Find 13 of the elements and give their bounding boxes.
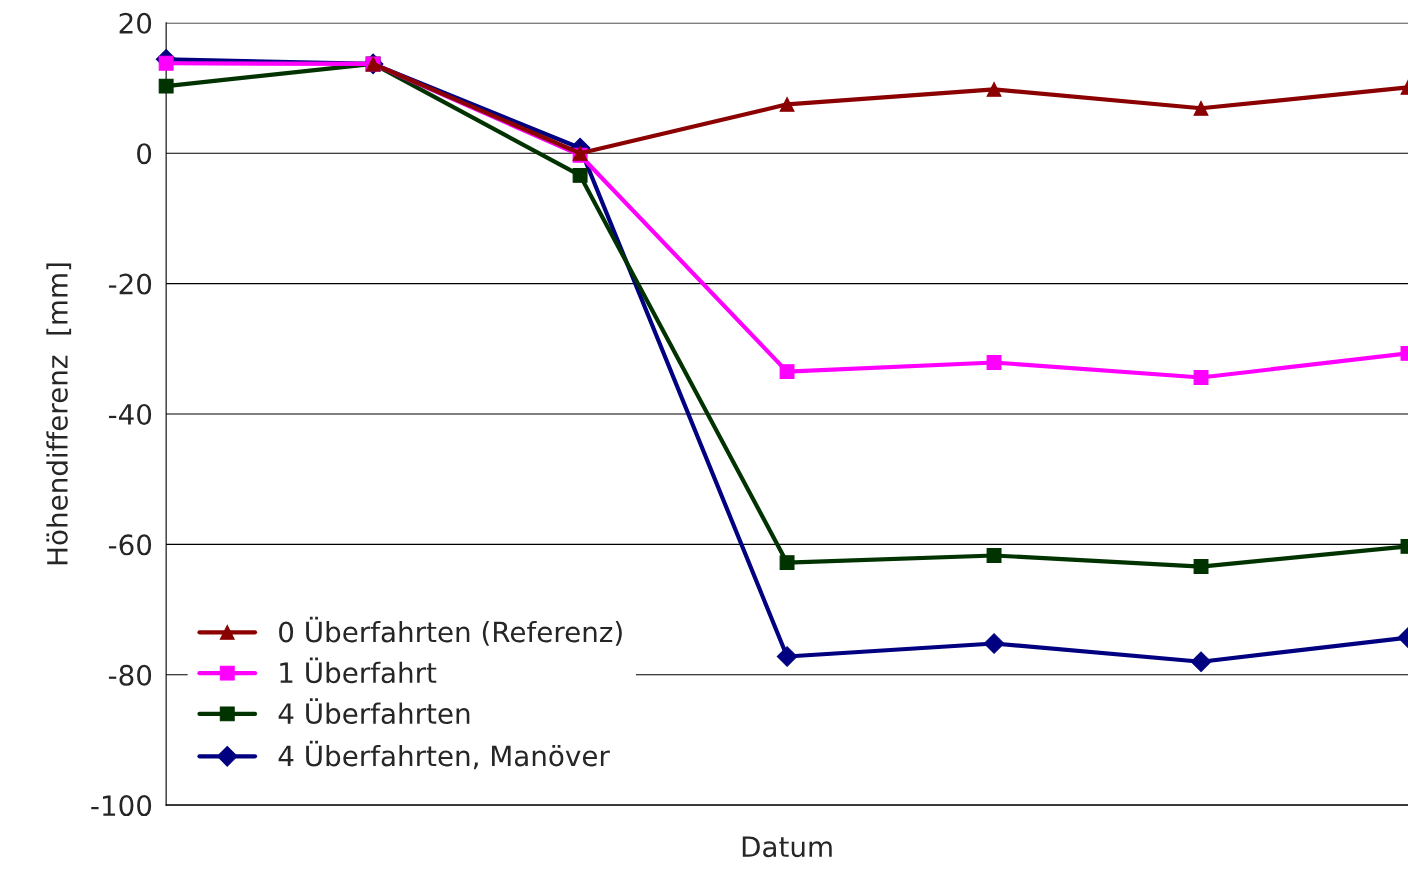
legend-label: 4 Überfahrten, Manöver bbox=[278, 740, 610, 770]
y-tick-label: -100 bbox=[91, 795, 152, 817]
legend-label: 1 Überfahrt bbox=[280, 657, 437, 684]
legend-label: 0 Überfahrten (Referenz) bbox=[279, 616, 622, 646]
x-axis-title: Datum bbox=[742, 836, 832, 858]
y-tick-label: 0 bbox=[137, 143, 152, 165]
y-tick-label: -80 bbox=[108, 664, 152, 686]
y-tick-label: -60 bbox=[108, 534, 152, 556]
y-axis-title: Höhendifferenz [mm] bbox=[46, 263, 72, 565]
y-tick-label: -40 bbox=[108, 403, 152, 425]
y-tick-label: 20 bbox=[119, 12, 152, 34]
legend-label: 4 Überfahrten bbox=[278, 698, 470, 725]
y-tick-label: -20 bbox=[108, 273, 152, 295]
